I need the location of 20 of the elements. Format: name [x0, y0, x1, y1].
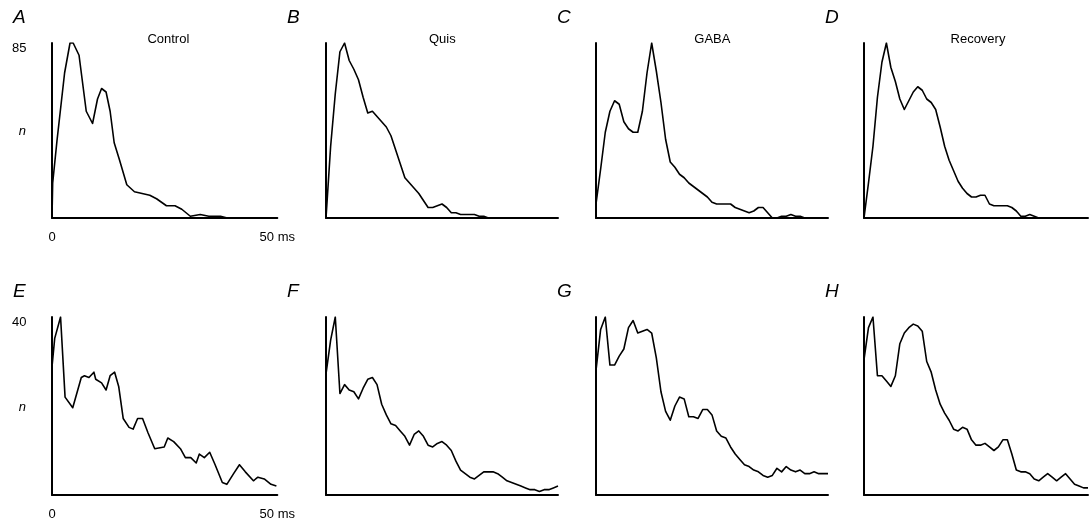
chart-title: C [557, 6, 571, 27]
chart-subtitle: GABA [694, 31, 731, 46]
y-axis-title: n [18, 123, 26, 138]
y-axis-title: n [18, 398, 26, 414]
chart-title: G [557, 280, 572, 301]
chart-subtitle: Quis [428, 31, 457, 46]
x-tick-label: 50 ms [259, 229, 296, 244]
chart-subtitle: Control [147, 31, 190, 46]
chart-title: A [12, 6, 26, 27]
chart-title: H [825, 280, 839, 301]
chart-title: F [287, 280, 300, 301]
x-tick-label: 0 [48, 229, 56, 244]
x-tick-label: 0 [48, 506, 56, 521]
x-tick-label: 50 ms [259, 506, 296, 521]
text: 85 [12, 40, 27, 55]
chart-subtitle: Recovery [950, 31, 1006, 46]
text: 40 [12, 314, 27, 329]
chart-title: D [825, 6, 839, 27]
chart-title: B [287, 6, 300, 27]
chart-title: E [13, 280, 26, 301]
